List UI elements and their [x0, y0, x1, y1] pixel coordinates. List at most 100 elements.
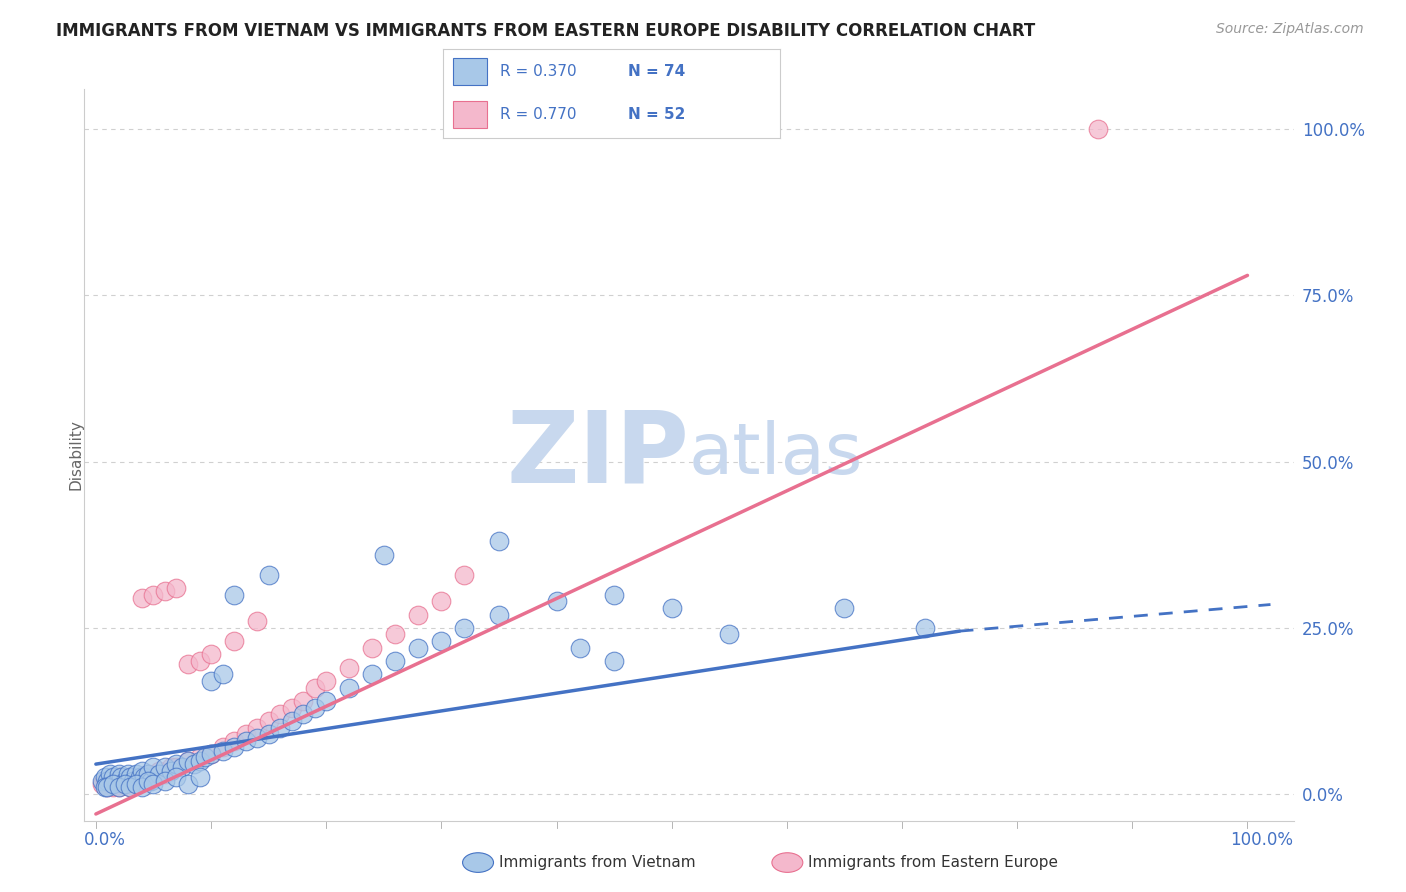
Point: [177, 657, 200, 672]
Point: [337, 661, 360, 675]
Point: [120, 780, 142, 795]
Point: [834, 600, 856, 615]
Point: [108, 780, 131, 795]
Point: [166, 771, 188, 785]
Point: [98, 773, 121, 788]
Point: [718, 627, 741, 641]
Point: [153, 767, 176, 781]
Point: [188, 654, 211, 668]
Point: [211, 740, 233, 755]
Point: [453, 621, 475, 635]
Point: [141, 773, 163, 788]
Point: [235, 734, 257, 748]
Point: [159, 760, 181, 774]
Point: [153, 760, 176, 774]
Point: [568, 640, 591, 655]
Point: [488, 607, 510, 622]
Point: [269, 721, 291, 735]
Point: [235, 727, 257, 741]
Point: [136, 773, 159, 788]
Point: [177, 754, 200, 768]
Point: [200, 747, 222, 761]
Point: [200, 673, 222, 688]
Point: [148, 764, 170, 778]
Point: [142, 760, 165, 774]
Point: [292, 707, 315, 722]
Point: [304, 681, 326, 695]
Point: [136, 767, 159, 781]
Point: [177, 754, 200, 768]
Point: [108, 780, 131, 795]
Point: [101, 771, 124, 785]
Point: [430, 634, 453, 648]
Point: [94, 771, 117, 785]
Point: [361, 667, 384, 681]
Point: [292, 694, 315, 708]
Point: [96, 780, 118, 795]
Point: [304, 700, 326, 714]
Point: [211, 667, 233, 681]
Point: [280, 714, 302, 728]
Point: [188, 754, 211, 768]
Point: [148, 767, 170, 781]
Point: [114, 773, 136, 788]
Point: [188, 771, 211, 785]
Point: [105, 773, 128, 788]
Point: [120, 771, 142, 785]
Point: [194, 750, 217, 764]
Point: [315, 673, 337, 688]
Point: [136, 767, 159, 781]
Point: [188, 750, 211, 764]
Point: [177, 777, 200, 791]
Text: 0.0%: 0.0%: [84, 830, 127, 848]
Point: [373, 548, 395, 562]
Text: IMMIGRANTS FROM VIETNAM VS IMMIGRANTS FROM EASTERN EUROPE DISABILITY CORRELATION: IMMIGRANTS FROM VIETNAM VS IMMIGRANTS FR…: [56, 22, 1035, 40]
Point: [120, 780, 142, 795]
Text: Source: ZipAtlas.com: Source: ZipAtlas.com: [1216, 22, 1364, 37]
Point: [96, 780, 118, 795]
Point: [246, 614, 269, 628]
Point: [166, 757, 188, 772]
Point: [603, 654, 626, 668]
Point: [142, 771, 165, 785]
Point: [142, 588, 165, 602]
Point: [108, 767, 131, 781]
Point: [166, 760, 188, 774]
Point: [90, 773, 112, 788]
Point: [98, 767, 121, 781]
Point: [384, 654, 406, 668]
Point: [110, 771, 132, 785]
Point: [661, 600, 683, 615]
Point: [131, 764, 153, 778]
Point: [131, 780, 153, 795]
Point: [200, 747, 222, 761]
Text: N = 74: N = 74: [628, 64, 686, 78]
Point: [408, 640, 430, 655]
Point: [222, 588, 245, 602]
Point: [114, 777, 136, 791]
Point: [125, 777, 148, 791]
Point: [172, 760, 194, 774]
Text: R = 0.770: R = 0.770: [501, 107, 576, 121]
Point: [453, 567, 475, 582]
Point: [246, 731, 269, 745]
Point: [269, 707, 291, 722]
Point: [914, 621, 936, 635]
Point: [108, 771, 131, 785]
Point: [96, 773, 118, 788]
Point: [280, 700, 302, 714]
Point: [257, 727, 280, 741]
Point: [128, 771, 150, 785]
Text: atlas: atlas: [689, 420, 863, 490]
Point: [131, 771, 153, 785]
Point: [603, 588, 626, 602]
Point: [408, 607, 430, 622]
Point: [488, 534, 510, 549]
Point: [94, 773, 117, 788]
Point: [211, 744, 233, 758]
Bar: [453, 101, 486, 128]
Point: [337, 681, 360, 695]
Point: [430, 594, 453, 608]
Point: [1087, 122, 1109, 136]
Point: [222, 740, 245, 755]
